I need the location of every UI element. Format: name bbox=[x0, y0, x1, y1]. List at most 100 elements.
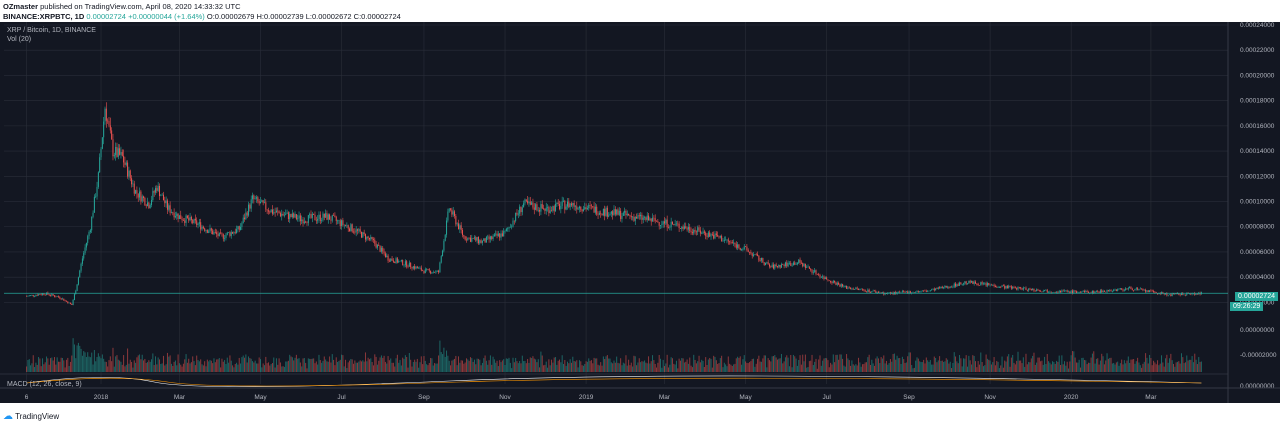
volume-bar bbox=[613, 360, 615, 372]
volume-bar bbox=[225, 363, 227, 372]
candle-body bbox=[481, 240, 483, 243]
volume-bar bbox=[200, 359, 202, 372]
candle-body bbox=[318, 214, 320, 219]
volume-bar bbox=[893, 353, 895, 372]
candle-body bbox=[121, 152, 123, 156]
candle-body bbox=[691, 232, 693, 234]
candle-body bbox=[491, 236, 493, 239]
volume-bar bbox=[314, 363, 316, 372]
volume-bar bbox=[363, 361, 365, 372]
volume-bar bbox=[800, 364, 802, 372]
candle-body bbox=[447, 211, 449, 221]
chart-area[interactable]: 0.00024000 0.00022000 0.00020000 0.00018000… bbox=[0, 22, 1280, 403]
candle-body bbox=[499, 233, 501, 238]
volume-bar bbox=[438, 355, 440, 372]
volume-bar bbox=[430, 357, 432, 372]
volume-bar bbox=[50, 358, 52, 372]
symbol-legend: XRP / Bitcoin, 1D, BINANCE bbox=[7, 27, 96, 34]
candle-body bbox=[1085, 291, 1087, 293]
volume-bar bbox=[897, 358, 899, 372]
candle-body bbox=[116, 147, 118, 157]
candle-body bbox=[43, 293, 45, 295]
volume-bar bbox=[547, 367, 549, 372]
candle-body bbox=[322, 213, 324, 221]
candle-body bbox=[1114, 289, 1116, 291]
volume-bar bbox=[524, 360, 526, 372]
volume-bar bbox=[427, 365, 429, 372]
candle-body bbox=[1089, 292, 1091, 294]
volume-bar bbox=[699, 362, 701, 372]
candle-body bbox=[726, 239, 728, 241]
volume-bar bbox=[442, 354, 444, 372]
candle-body bbox=[654, 218, 656, 222]
candle-body bbox=[443, 240, 445, 251]
volume-bar bbox=[581, 365, 583, 372]
candle-body bbox=[398, 261, 400, 263]
candle-body bbox=[778, 264, 780, 267]
candle-body bbox=[387, 255, 389, 261]
candle-body bbox=[774, 264, 776, 269]
candle-body bbox=[1166, 293, 1168, 296]
volume-bar bbox=[38, 357, 40, 372]
volume-bar bbox=[483, 358, 485, 372]
volume-bar bbox=[980, 352, 982, 372]
volume-bar bbox=[754, 366, 756, 372]
candle-body bbox=[719, 236, 721, 238]
volume-bar bbox=[1134, 363, 1136, 372]
candle-body bbox=[194, 218, 196, 221]
volume-bar bbox=[782, 363, 784, 372]
volume-bar bbox=[648, 356, 650, 372]
volume-bar bbox=[806, 367, 808, 372]
candle-body bbox=[137, 193, 139, 198]
volume-bar bbox=[229, 355, 231, 372]
volume-bar bbox=[844, 366, 846, 372]
candle-body bbox=[617, 209, 619, 215]
volume-bar bbox=[674, 364, 676, 372]
macd-legend: MACD (12, 26, close, 9) bbox=[7, 381, 82, 388]
volume-bar bbox=[746, 362, 748, 372]
volume-bar bbox=[556, 364, 558, 372]
volume-bar bbox=[1034, 364, 1036, 372]
tradingview-logo[interactable]: ☁ TradingView bbox=[3, 411, 59, 422]
candle-body bbox=[257, 197, 259, 202]
volume-bar bbox=[201, 364, 203, 372]
candle-body bbox=[339, 220, 341, 227]
candle-body bbox=[637, 215, 639, 219]
volume-bar bbox=[532, 356, 534, 372]
candle-body bbox=[565, 206, 567, 210]
candle-body bbox=[438, 270, 440, 273]
volume-bar bbox=[57, 361, 59, 372]
author-name[interactable]: OZmaster bbox=[3, 2, 39, 11]
volume-bar bbox=[318, 354, 320, 372]
volume-bar bbox=[65, 359, 67, 372]
candle-body bbox=[885, 293, 887, 295]
candle-body bbox=[770, 266, 772, 268]
candle-body bbox=[50, 295, 52, 296]
volume-bar bbox=[899, 357, 901, 372]
candle-body bbox=[1111, 291, 1113, 292]
candle-body bbox=[173, 212, 175, 218]
volume-bar bbox=[338, 360, 340, 372]
volume-bar bbox=[751, 358, 753, 372]
volume-bar bbox=[124, 366, 126, 372]
volume-bar bbox=[149, 361, 151, 372]
volume-bar bbox=[1179, 363, 1181, 372]
volume-bar bbox=[291, 357, 293, 372]
volume-bar bbox=[596, 358, 598, 372]
volume-bar bbox=[1020, 360, 1022, 372]
candle-body bbox=[105, 108, 107, 121]
candle-body bbox=[355, 229, 357, 233]
candle-body bbox=[444, 234, 446, 241]
volume-bar bbox=[903, 359, 905, 372]
candle-body bbox=[967, 283, 969, 284]
candle-body bbox=[321, 220, 323, 221]
volume-bar bbox=[1068, 368, 1070, 372]
volume-bar bbox=[831, 364, 833, 372]
candle-body bbox=[662, 221, 664, 225]
volume-bar bbox=[741, 364, 743, 372]
candle-body bbox=[1069, 291, 1071, 293]
x-tick-label: Mar bbox=[659, 394, 671, 401]
candle-body bbox=[278, 211, 280, 214]
candle-body bbox=[705, 232, 707, 236]
price-chart[interactable]: 0.000240000.000220000.000200000.00018000… bbox=[0, 22, 1280, 403]
